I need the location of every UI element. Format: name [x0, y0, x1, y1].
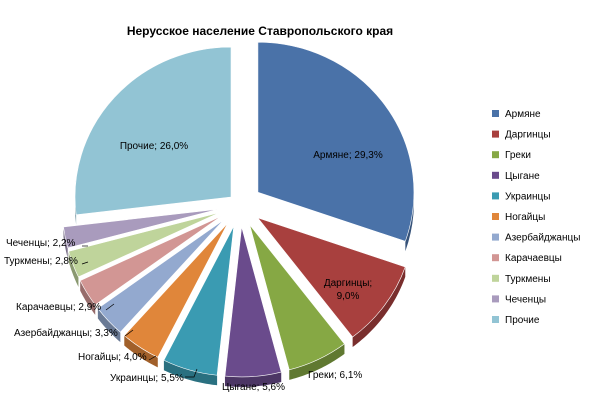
slice-11-Прочие[interactable]	[74, 46, 232, 216]
slice-8-Карачаевцы[interactable]	[79, 215, 222, 306]
legend-label-7: Азербайджанцы	[505, 232, 580, 244]
legend-label-9: Туркмены	[505, 274, 551, 285]
slice-6-leader-line	[148, 355, 157, 361]
legend-label-4: Цыгане	[505, 171, 540, 182]
legend-label-11: Прочие	[505, 315, 540, 326]
slice-1-data-label: Армяне; 29,3%	[313, 150, 383, 161]
slice-5-leader-line	[185, 368, 198, 378]
legend-label-1: Армяне	[505, 109, 541, 120]
slice-6-data-label: Ногайцы; 4,0%	[78, 352, 147, 363]
slice-3-side	[289, 343, 345, 380]
slice-2-data-label: Даргинцы;	[324, 278, 372, 289]
legend-label-6: Ногайцы	[505, 212, 545, 223]
legend-label-10: Чеченцы	[505, 294, 546, 305]
slice-9-Туркмены[interactable]	[68, 212, 220, 278]
legend-label-8: Карачаевцы	[505, 253, 562, 264]
slice-5-Украинцы[interactable]	[163, 225, 235, 376]
slice-4-side	[224, 372, 282, 387]
slice-2-Даргинцы[interactable]	[256, 217, 406, 338]
slice-6-Ногайцы[interactable]	[123, 223, 228, 358]
slice-9-leader-line	[81, 261, 89, 265]
legend-swatch-3	[492, 151, 499, 159]
legend-label-3: Греки	[505, 150, 531, 161]
slice-11-data-label: Прочие; 26,0%	[120, 141, 188, 152]
slice-7-Азербайджанцы[interactable]	[97, 219, 224, 333]
slice-8-data-label: Карачаевцы; 2,9%	[16, 302, 101, 313]
slice-8-side	[80, 280, 96, 315]
legend-swatch-2	[492, 130, 499, 138]
slice-4-data-label: Цыгане; 5,6%	[222, 382, 285, 393]
slice-1-Армяне[interactable]	[257, 41, 415, 242]
legend-label-2: Даргинцы	[505, 130, 551, 141]
slice-3-data-label: Греки; 6,1%	[308, 370, 362, 381]
legend-label-5: Украинцы	[505, 191, 550, 202]
slice-9-side	[68, 251, 79, 287]
slice-2-side	[352, 266, 406, 348]
legend-swatch-8	[492, 254, 499, 262]
slice-8-leader-line	[105, 303, 115, 311]
legend-swatch-5	[492, 192, 499, 200]
slice-10-data-label: Чеченцы; 2,2%	[6, 238, 76, 249]
chart-title: Нерусское население Ставропольского края	[127, 24, 393, 38]
legend-swatch-1	[492, 110, 499, 117]
slice-10-Чеченцы[interactable]	[63, 208, 219, 249]
legend-swatch-9	[492, 274, 499, 282]
legend-swatch-6	[492, 213, 499, 220]
slice-5-side	[163, 360, 218, 386]
slice-2-data-label: 9,0%	[337, 291, 360, 302]
slice-5-data-label: Украинцы; 5,5%	[110, 373, 184, 384]
slice-3-Греки[interactable]	[249, 224, 345, 371]
legend-swatch-11	[492, 316, 499, 323]
legend-swatch-10	[492, 295, 499, 303]
slice-4-Цыгане[interactable]	[224, 226, 282, 378]
legend-swatch-4	[492, 171, 499, 179]
slice-7-side	[97, 308, 121, 343]
legend-swatch-7	[492, 233, 499, 241]
slice-7-leader-line	[124, 329, 134, 337]
slice-9-data-label: Туркмены; 2,8%	[4, 256, 78, 267]
slice-7-data-label: Азербайджанцы; 3,3%	[14, 327, 118, 339]
